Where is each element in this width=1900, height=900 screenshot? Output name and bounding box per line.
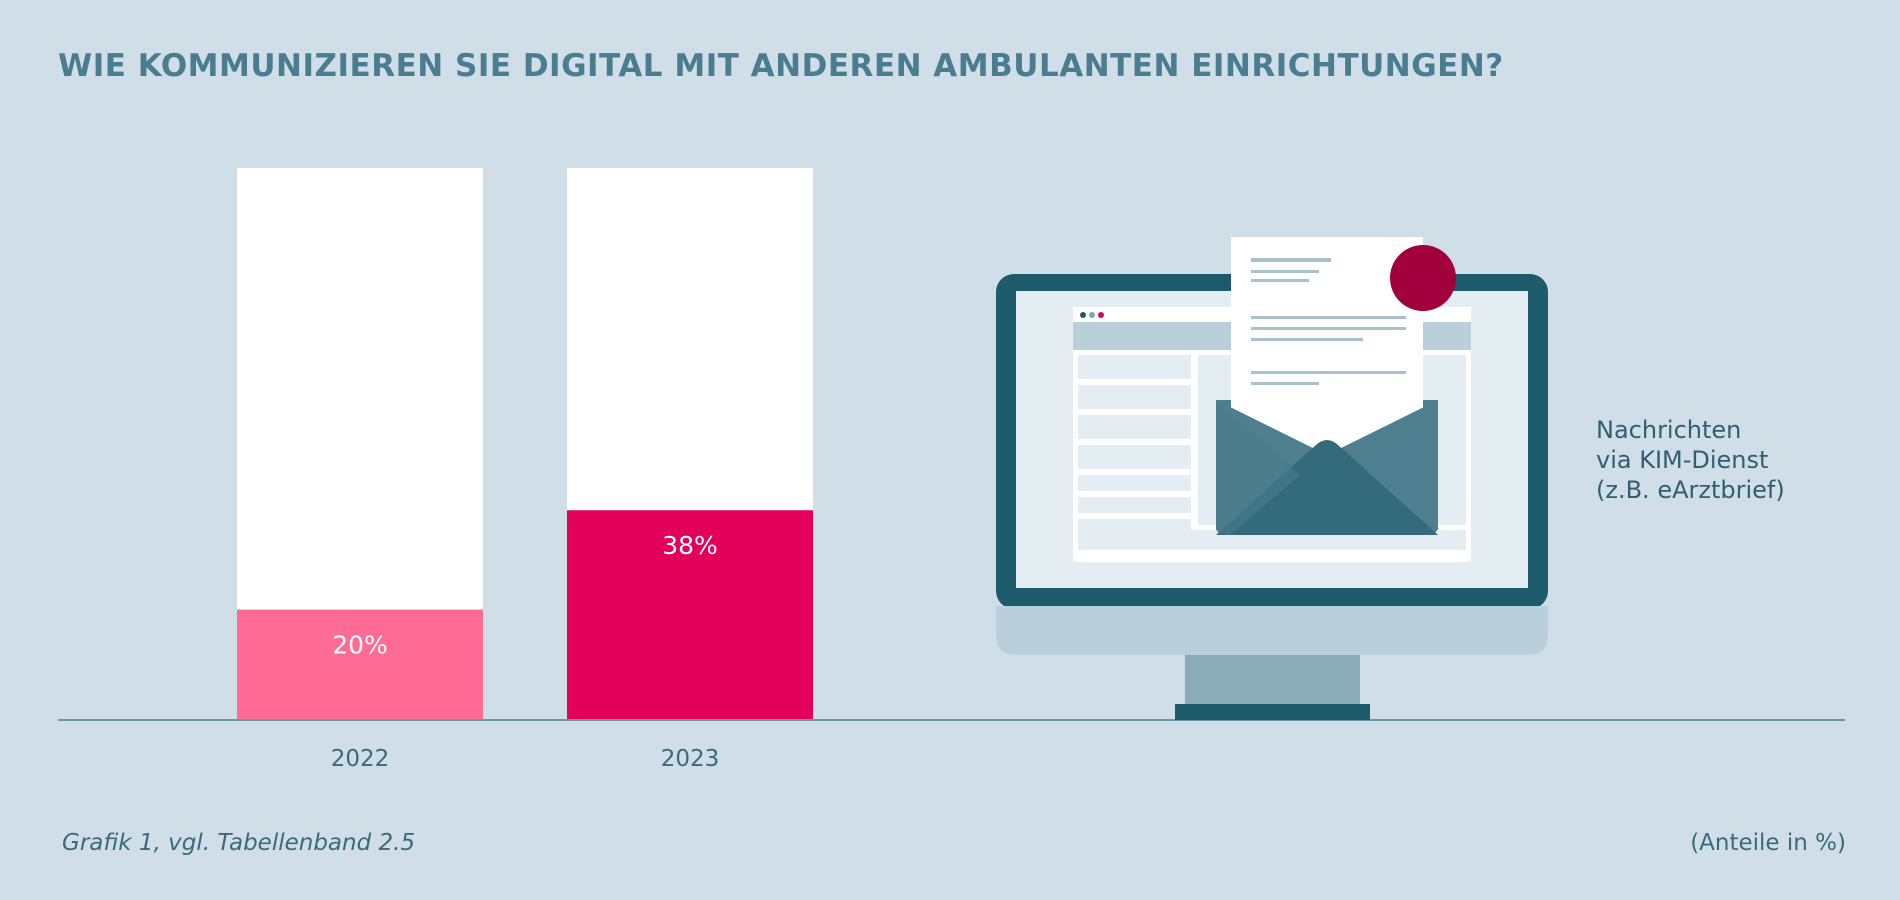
bar-2023 [567, 510, 813, 720]
chart-annotation: Nachrichten via KIM-Dienst (z.B. eArztbr… [1596, 415, 1785, 505]
data-label-2023: 38% [662, 531, 718, 560]
unit-note: (Anteile in %) [1690, 830, 1846, 856]
x-tick-label-2023: 2023 [661, 746, 720, 772]
data-label-2022: 20% [332, 631, 388, 660]
annotation-line-2: via KIM-Dienst [1596, 446, 1769, 474]
source-note: Grafik 1, vgl. Tabellenband 2.5 [62, 830, 416, 856]
bar-2022 [237, 609, 483, 720]
annotation-line-3: (z.B. eArztbrief) [1596, 476, 1785, 504]
annotation-line-1: Nachrichten [1596, 416, 1742, 444]
x-tick-label-2022: 2022 [331, 746, 390, 772]
bars-group: 20% 2022 38% 2023 [237, 168, 813, 772]
chart-title: WIE KOMMUNIZIEREN SIE DIGITAL MIT ANDERE… [58, 48, 1504, 84]
computer-monitor-with-envelope-icon [996, 237, 1548, 720]
